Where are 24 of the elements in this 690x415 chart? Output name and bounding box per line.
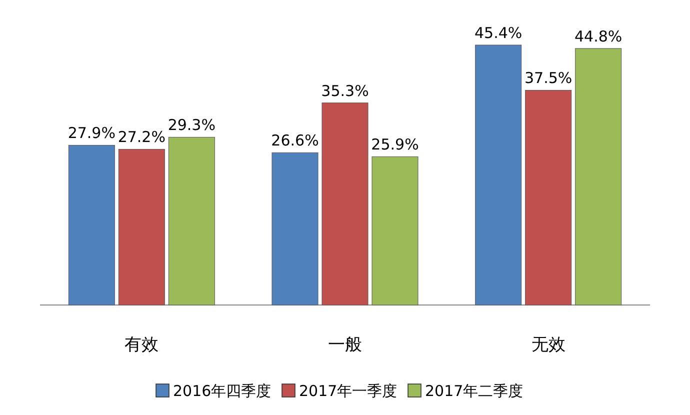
data-label: 26.6% (271, 132, 319, 150)
legend-label: 2017年一季度 (299, 382, 398, 400)
data-label: 29.3% (168, 116, 216, 134)
bar (68, 144, 115, 306)
bar (322, 102, 368, 306)
x-tick-label: 无效 (531, 335, 566, 355)
bar (372, 156, 418, 306)
bar (525, 90, 572, 306)
data-label: 45.4% (474, 24, 522, 42)
data-label: 25.9% (371, 136, 419, 154)
bar (272, 152, 318, 306)
data-label: 37.5% (524, 69, 572, 88)
data-label: 35.3% (321, 82, 369, 100)
bar (575, 48, 622, 306)
bar (118, 148, 165, 306)
data-label: 27.2% (118, 128, 166, 146)
x-tick-label: 有效 (124, 335, 159, 355)
legend-label: 2016年四季度 (173, 382, 272, 400)
legend-label: 2017年二季度 (425, 382, 524, 400)
data-label: 27.9% (68, 124, 116, 142)
bar (168, 136, 215, 306)
bar (475, 44, 522, 306)
x-tick-label: 一般 (328, 335, 362, 355)
data-label: 44.8% (574, 27, 622, 46)
